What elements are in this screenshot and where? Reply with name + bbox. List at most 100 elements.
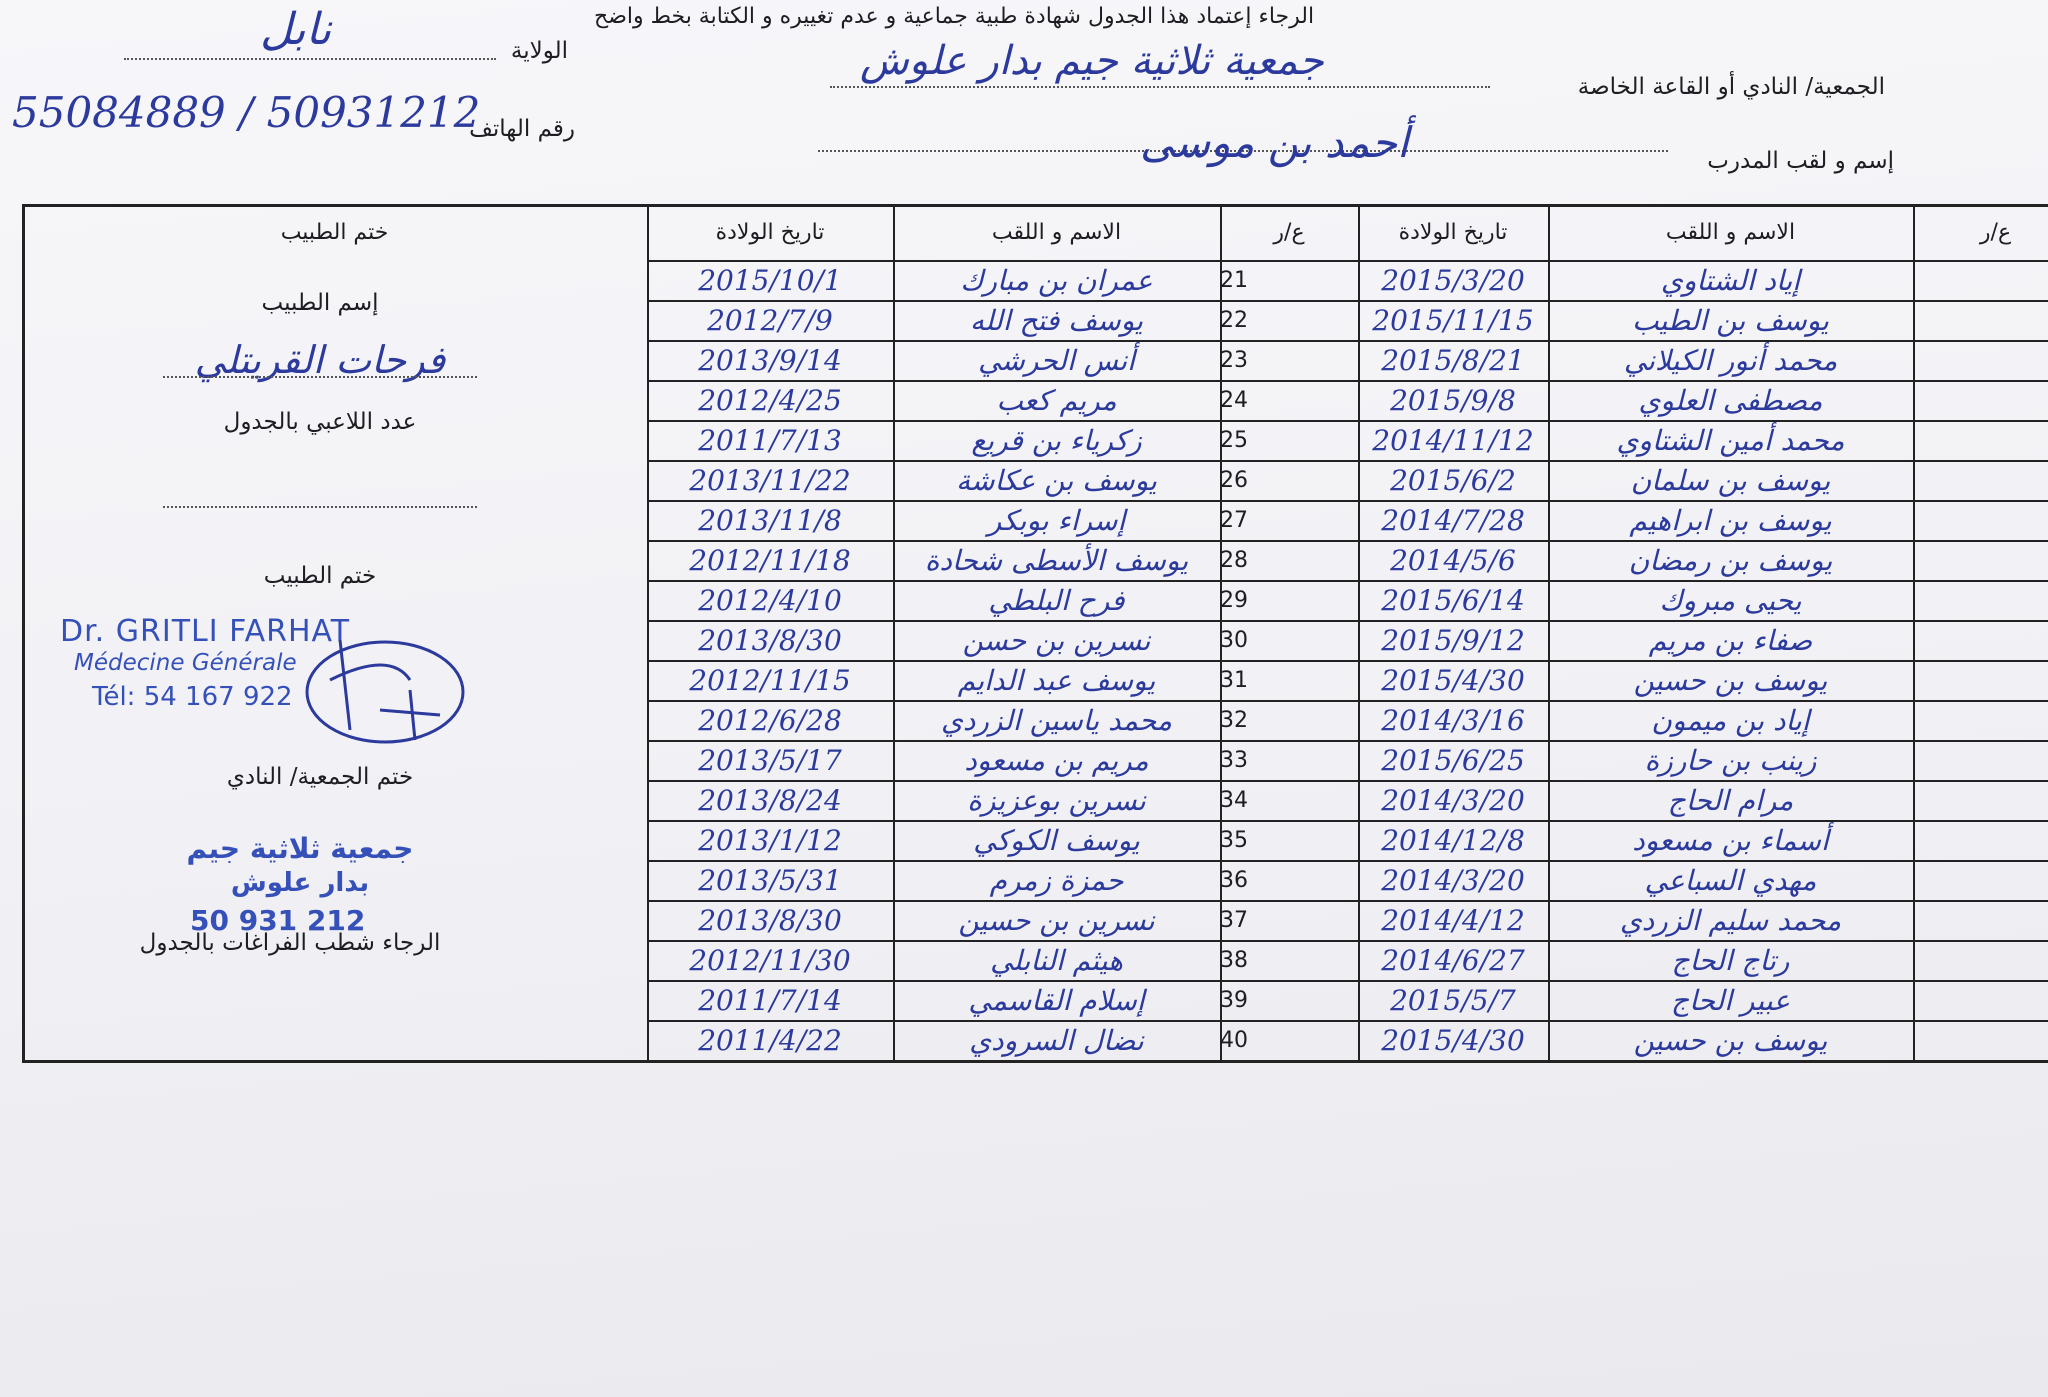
table-rule [647,940,2048,942]
row-number: 34 [1220,787,1248,813]
row-number: 40 [1220,1027,1248,1053]
player-name: يحيى مبروك [1659,583,1802,617]
player-name: يوسف فتح الله [970,303,1144,337]
birth-date: 2012/6/28 [698,703,842,737]
birth-date: 2014/12/8 [1381,823,1525,857]
club-stamp-label: ختم الجمعية/ النادي [226,764,414,790]
row-number: 23 [1220,347,1248,373]
birth-date: 2014/7/28 [1381,503,1525,537]
birth-date: 2013/8/24 [698,783,842,817]
table-rule [647,380,2048,382]
player-name: مصطفى العلوي [1638,383,1823,417]
table-rule [1913,204,1915,1060]
birth-date: 2013/5/17 [698,743,842,777]
birth-date: 2015/5/7 [1390,983,1516,1017]
player-name: نسرين بوعزيزة [967,783,1146,817]
birth-date: 2011/7/14 [698,983,842,1017]
birth-date: 2015/9/12 [1381,623,1525,657]
birth-date: 2012/4/10 [698,583,842,617]
table-rule [1548,204,1550,1060]
player-name: نسرين بن حسين [958,903,1155,937]
player-name: هيثم النابلي [990,943,1123,977]
row-number: 21 [1220,267,1248,293]
player-name: أسماء بن مسعود [1632,823,1829,857]
doctor-name-label: إسم الطبيب [261,290,379,316]
header-number: ع/ر [1979,219,2012,245]
player-name: إياد الشتاوي [1660,263,1801,297]
phone-value: 55084889 / 50931212 [12,88,481,137]
club-stamp-line1: جمعية ثلاثية جيم [186,832,414,865]
table-rule [22,204,25,1060]
signature [305,639,465,744]
birth-date: 2015/8/21 [1381,343,1525,377]
coach-label: إسم و لقب المدرب [1707,148,1894,174]
table-rule [647,740,2048,742]
player-name: نضال السرودي [969,1023,1144,1057]
table-rule [647,540,2048,542]
player-name: إياد بن ميمون [1651,703,1810,737]
row-number: 22 [1220,307,1248,333]
players-count-label: عدد اللاعبي بالجدول [223,409,417,435]
birth-date: 2014/3/20 [1381,863,1525,897]
player-name: عمران بن مبارك [960,263,1153,297]
header-name: الاسم و اللقب [991,219,1122,245]
birth-date: 2013/8/30 [698,623,842,657]
phone-label: رقم الهاتف [469,116,575,142]
table-rule [647,820,2048,822]
header-doctor-stamp: ختم الطبيب [280,219,389,245]
birth-date: 2015/6/25 [1381,743,1525,777]
table-rule [647,500,2048,502]
dotted-line [163,506,477,508]
player-name: رتاج الحاج [1671,943,1790,977]
player-name: يوسف عبد الدايم [957,663,1156,697]
club-stamp-phone: 50 931 212 [190,904,366,937]
stamp-specialty: Médecine Générale [74,650,297,676]
table-rule [647,660,2048,662]
player-name: محمد أنور الكيلاني [1623,343,1838,377]
row-number: 24 [1220,387,1248,413]
table-rule [647,860,2048,862]
coach-value: أحمد بن موسى [1140,118,1409,167]
birth-date: 2014/3/20 [1381,783,1525,817]
player-name: أنس الحرشي [978,343,1135,377]
player-name: يوسف بن رمضان [1628,543,1833,577]
instruction: الرجاء إعتماد هذا الجدول شهادة طبية جماع… [594,4,1315,29]
birth-date: 2015/4/30 [1381,1023,1525,1057]
player-name: محمد ياسين الزردي [941,703,1172,737]
birth-date: 2014/6/27 [1381,943,1525,977]
stamp-name: Dr. GRITLI FARHAT [60,614,351,649]
birth-date: 2015/9/8 [1390,383,1516,417]
player-name: حمزة زمرم [989,863,1124,897]
player-name: يوسف بن ابراهيم [1629,503,1832,537]
player-name: نسرين بن حسن [962,623,1151,657]
player-name: يوسف بن حسين [1633,663,1828,697]
birth-date: 2012/4/25 [698,383,842,417]
birth-date: 2015/10/1 [698,263,842,297]
row-number: 28 [1220,547,1248,573]
birth-date: 2012/11/15 [689,663,851,697]
player-name: يوسف بن حسين [1633,1023,1828,1057]
player-name: يوسف الكوكي [973,823,1140,857]
birth-date: 2011/7/13 [698,423,842,457]
player-name: مهدي السباعي [1644,863,1817,897]
table-rule [647,780,2048,782]
row-number: 30 [1220,627,1248,653]
player-name: زكرياء بن قريع [971,423,1142,457]
row-number: 39 [1220,987,1248,1013]
birth-date: 2013/5/31 [698,863,842,897]
wilaya-label: الولاية [510,38,568,64]
stamp-phone: Tél: 54 167 922 [92,682,293,712]
birth-date: 2013/8/30 [698,903,842,937]
player-name: يوسف بن سلمان [1630,463,1831,497]
birth-date: 2012/7/9 [707,303,833,337]
birth-date: 2015/11/15 [1372,303,1534,337]
club-label: الجمعية/ النادي أو القاعة الخاصة [1577,74,1885,100]
row-number: 35 [1220,827,1248,853]
table-rule [647,204,649,1060]
dotted-line [830,86,1490,88]
table-rule [893,204,895,1060]
club-stamp-line2: بدار علوش [230,868,370,898]
row-number: 36 [1220,867,1248,893]
dotted-line [818,150,1668,152]
